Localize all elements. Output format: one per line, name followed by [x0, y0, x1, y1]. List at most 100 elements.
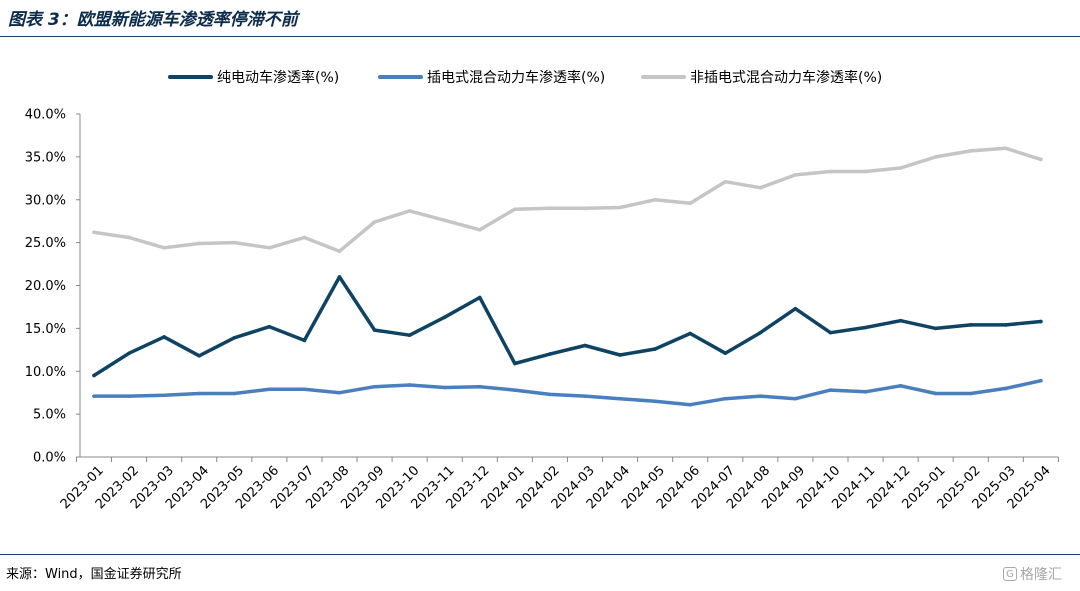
y-tick-label: 25.0% — [25, 236, 66, 251]
data-point — [583, 343, 587, 348]
data-point — [723, 179, 728, 184]
data-point — [372, 328, 377, 332]
data-point — [653, 347, 657, 351]
data-point — [302, 235, 307, 240]
data-point — [162, 393, 166, 398]
title-divider — [0, 36, 1080, 37]
watermark-logo-icon: G — [1003, 567, 1017, 581]
data-point — [337, 249, 342, 253]
data-point — [267, 324, 272, 329]
legend-label-0: 纯电动车渗透率(%) — [217, 69, 339, 86]
data-point — [442, 315, 447, 320]
data-point — [477, 227, 482, 232]
data-point — [548, 392, 552, 397]
data-point — [548, 206, 552, 211]
y-axis: 0.0% 5.0% 10.0% 15.0% 20.0% 25.0% 30.0% 35.0% 40… — [25, 108, 81, 466]
data-point — [197, 391, 202, 396]
data-point — [337, 390, 342, 395]
data-point — [162, 335, 166, 339]
data-point — [653, 197, 657, 202]
data-point — [793, 306, 798, 311]
data-point — [127, 235, 131, 240]
y-tick-label: 15.0% — [25, 322, 66, 337]
data-point — [92, 394, 96, 398]
data-point — [372, 384, 377, 389]
data-point — [1004, 386, 1008, 391]
line-chart: 纯电动车渗透率(%) 插电式混合动力车渗透率(%) 非插电式混合动力车渗透率(%) … — [25, 69, 1059, 512]
watermark-text: 格隆汇 — [1020, 567, 1062, 583]
data-point — [513, 361, 517, 366]
data-point — [1039, 157, 1043, 162]
data-point — [758, 394, 763, 398]
data-point — [653, 399, 657, 404]
legend-label-1: 插电式混合动力车渗透率(%) — [427, 69, 605, 86]
y-tick-label: 5.0% — [33, 408, 66, 423]
data-point — [302, 387, 307, 392]
data-point — [92, 230, 96, 235]
legend-label-2: 非插电式混合动力车渗透率(%) — [690, 69, 882, 86]
data-point — [968, 149, 973, 153]
data-point — [863, 390, 868, 394]
data-point — [407, 383, 412, 387]
data-point — [758, 185, 763, 190]
data-point — [442, 385, 447, 390]
data-point — [828, 330, 833, 335]
data-point — [232, 240, 237, 245]
data-point — [583, 394, 587, 398]
data-point — [933, 155, 938, 159]
data-point — [968, 323, 973, 327]
data-point — [372, 220, 377, 224]
data-point — [92, 373, 96, 378]
y-tick-label: 35.0% — [25, 150, 66, 165]
data-point — [127, 394, 131, 398]
data-point — [337, 275, 342, 279]
data-point — [513, 388, 517, 392]
data-point — [162, 245, 166, 250]
y-tick-label: 10.0% — [25, 365, 66, 380]
data-point — [548, 352, 552, 356]
data-point — [723, 396, 728, 401]
x-axis: 2023-012023-022023-032023-042023-052023-… — [58, 456, 1059, 512]
data-point — [197, 354, 202, 358]
data-point — [1039, 378, 1043, 383]
data-point — [688, 201, 692, 205]
data-point — [898, 384, 903, 388]
data-point — [618, 205, 622, 210]
data-point — [968, 391, 973, 396]
y-tick-label: 20.0% — [25, 279, 66, 294]
data-point — [477, 384, 482, 389]
series-line-1 — [92, 378, 1043, 407]
series-line-0 — [92, 275, 1043, 378]
data-point — [793, 396, 798, 401]
series-line-2 — [92, 146, 1043, 253]
data-point — [828, 169, 833, 174]
data-point — [758, 330, 763, 335]
data-point — [267, 245, 272, 250]
data-point — [898, 166, 903, 170]
footer-divider — [0, 554, 1080, 555]
y-tick-label: 0.0% — [33, 451, 66, 466]
data-point — [933, 326, 938, 331]
plot-area — [92, 146, 1043, 407]
data-point — [1004, 323, 1008, 327]
data-point — [828, 388, 833, 392]
data-point — [583, 206, 587, 211]
data-point — [407, 209, 412, 213]
page-title: 图表 3：欧盟新能源车渗透率停滞不前 — [8, 10, 298, 30]
data-point — [1039, 319, 1043, 324]
y-tick-label: 40.0% — [25, 108, 66, 123]
data-point — [688, 402, 692, 407]
data-point — [197, 241, 202, 246]
data-point — [513, 207, 517, 211]
watermark: G 格隆汇 — [1003, 564, 1062, 584]
data-point — [793, 173, 798, 177]
data-point — [302, 338, 307, 343]
data-point — [618, 396, 622, 401]
data-point — [477, 295, 482, 300]
data-point — [863, 325, 868, 330]
data-point — [933, 391, 938, 396]
data-point — [442, 218, 447, 223]
data-point — [232, 336, 237, 340]
data-point — [1004, 146, 1008, 151]
data-point — [618, 353, 622, 357]
